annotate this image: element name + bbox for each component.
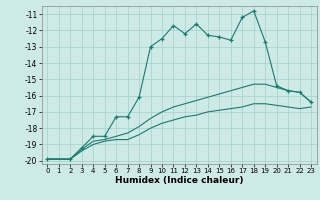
X-axis label: Humidex (Indice chaleur): Humidex (Indice chaleur) [115, 176, 244, 185]
